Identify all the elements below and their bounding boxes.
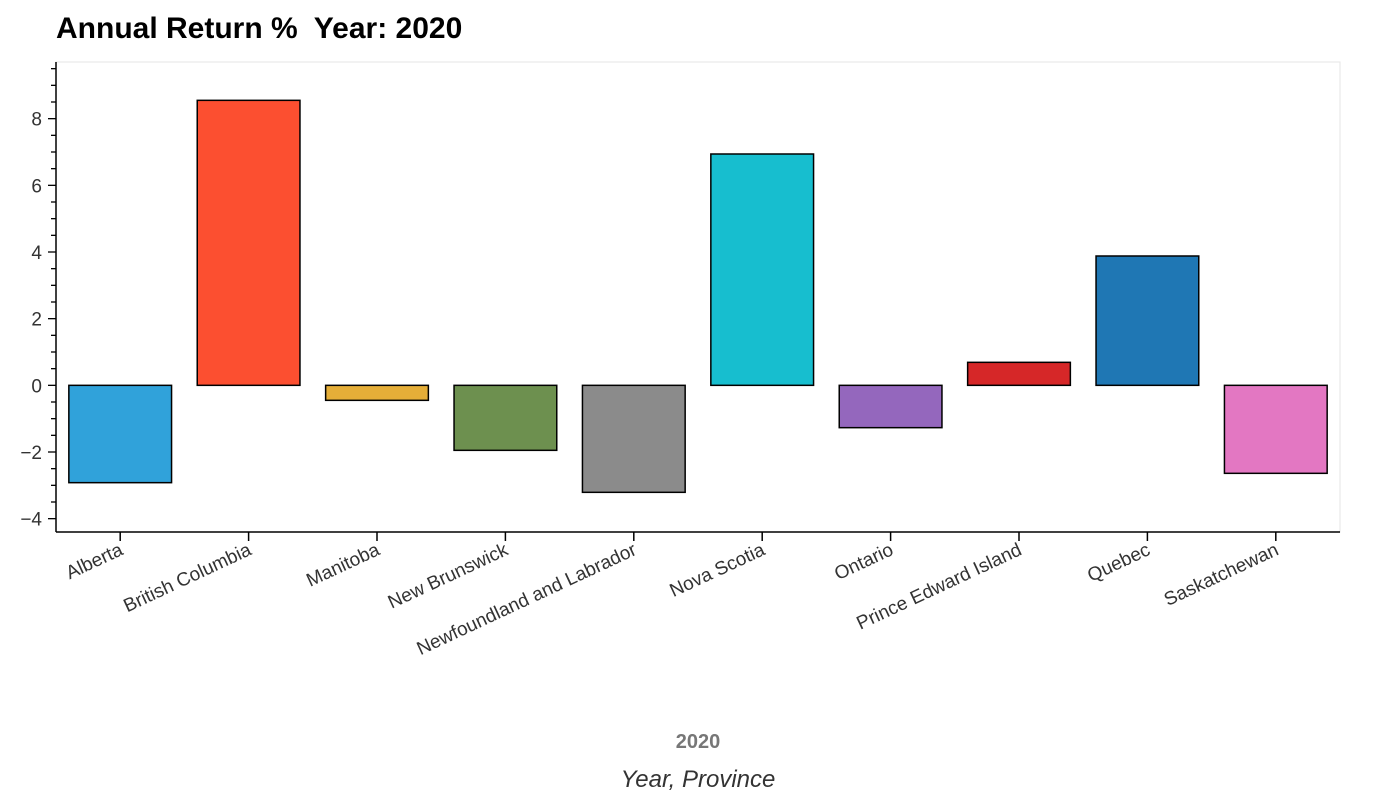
bar-british-columbia <box>196 99 301 387</box>
x-tick-label: Ontario <box>831 539 896 584</box>
x-group-label: 2020 <box>676 731 721 753</box>
y-tick-label: 6 <box>31 176 42 197</box>
x-tick-label: New Brunswick <box>385 539 512 613</box>
x-tick-label: British Columbia <box>120 539 255 617</box>
x-tick-label: Saskatchewan <box>1161 539 1282 610</box>
bar-prince-edward-island <box>966 361 1072 387</box>
bar-alberta <box>68 384 173 484</box>
y-tick-label: −2 <box>20 443 42 464</box>
y-tick-label: 4 <box>31 243 42 264</box>
bar-new-brunswick <box>453 384 558 452</box>
bar-ontario <box>838 384 943 429</box>
chart-title: Annual Return % Year: 2020 <box>56 12 463 45</box>
y-tick-label: 8 <box>31 110 42 131</box>
y-tick-label: 2 <box>31 310 42 331</box>
bar-newfoundland-and-labrador <box>581 384 686 494</box>
x-tick-label: Quebec <box>1084 539 1153 586</box>
x-tick-label: Manitoba <box>303 539 383 591</box>
x-tick-label: Newfoundland and Labrador <box>414 539 641 660</box>
bar-saskatchewan <box>1223 384 1328 475</box>
y-tick-label: −4 <box>20 510 42 531</box>
y-axis: 8 6 4 2 0 −2 −4 <box>20 62 57 532</box>
bar-nova-scotia <box>710 153 815 387</box>
x-tick-label: Alberta <box>63 539 127 584</box>
bar-quebec <box>1095 255 1200 387</box>
bars-layer <box>68 99 1328 494</box>
x-tick-label: Nova Scotia <box>667 539 769 602</box>
bar-manitoba <box>324 384 430 402</box>
y-tick-label: 0 <box>31 376 42 397</box>
x-axis-title: Year, Province <box>621 766 776 793</box>
